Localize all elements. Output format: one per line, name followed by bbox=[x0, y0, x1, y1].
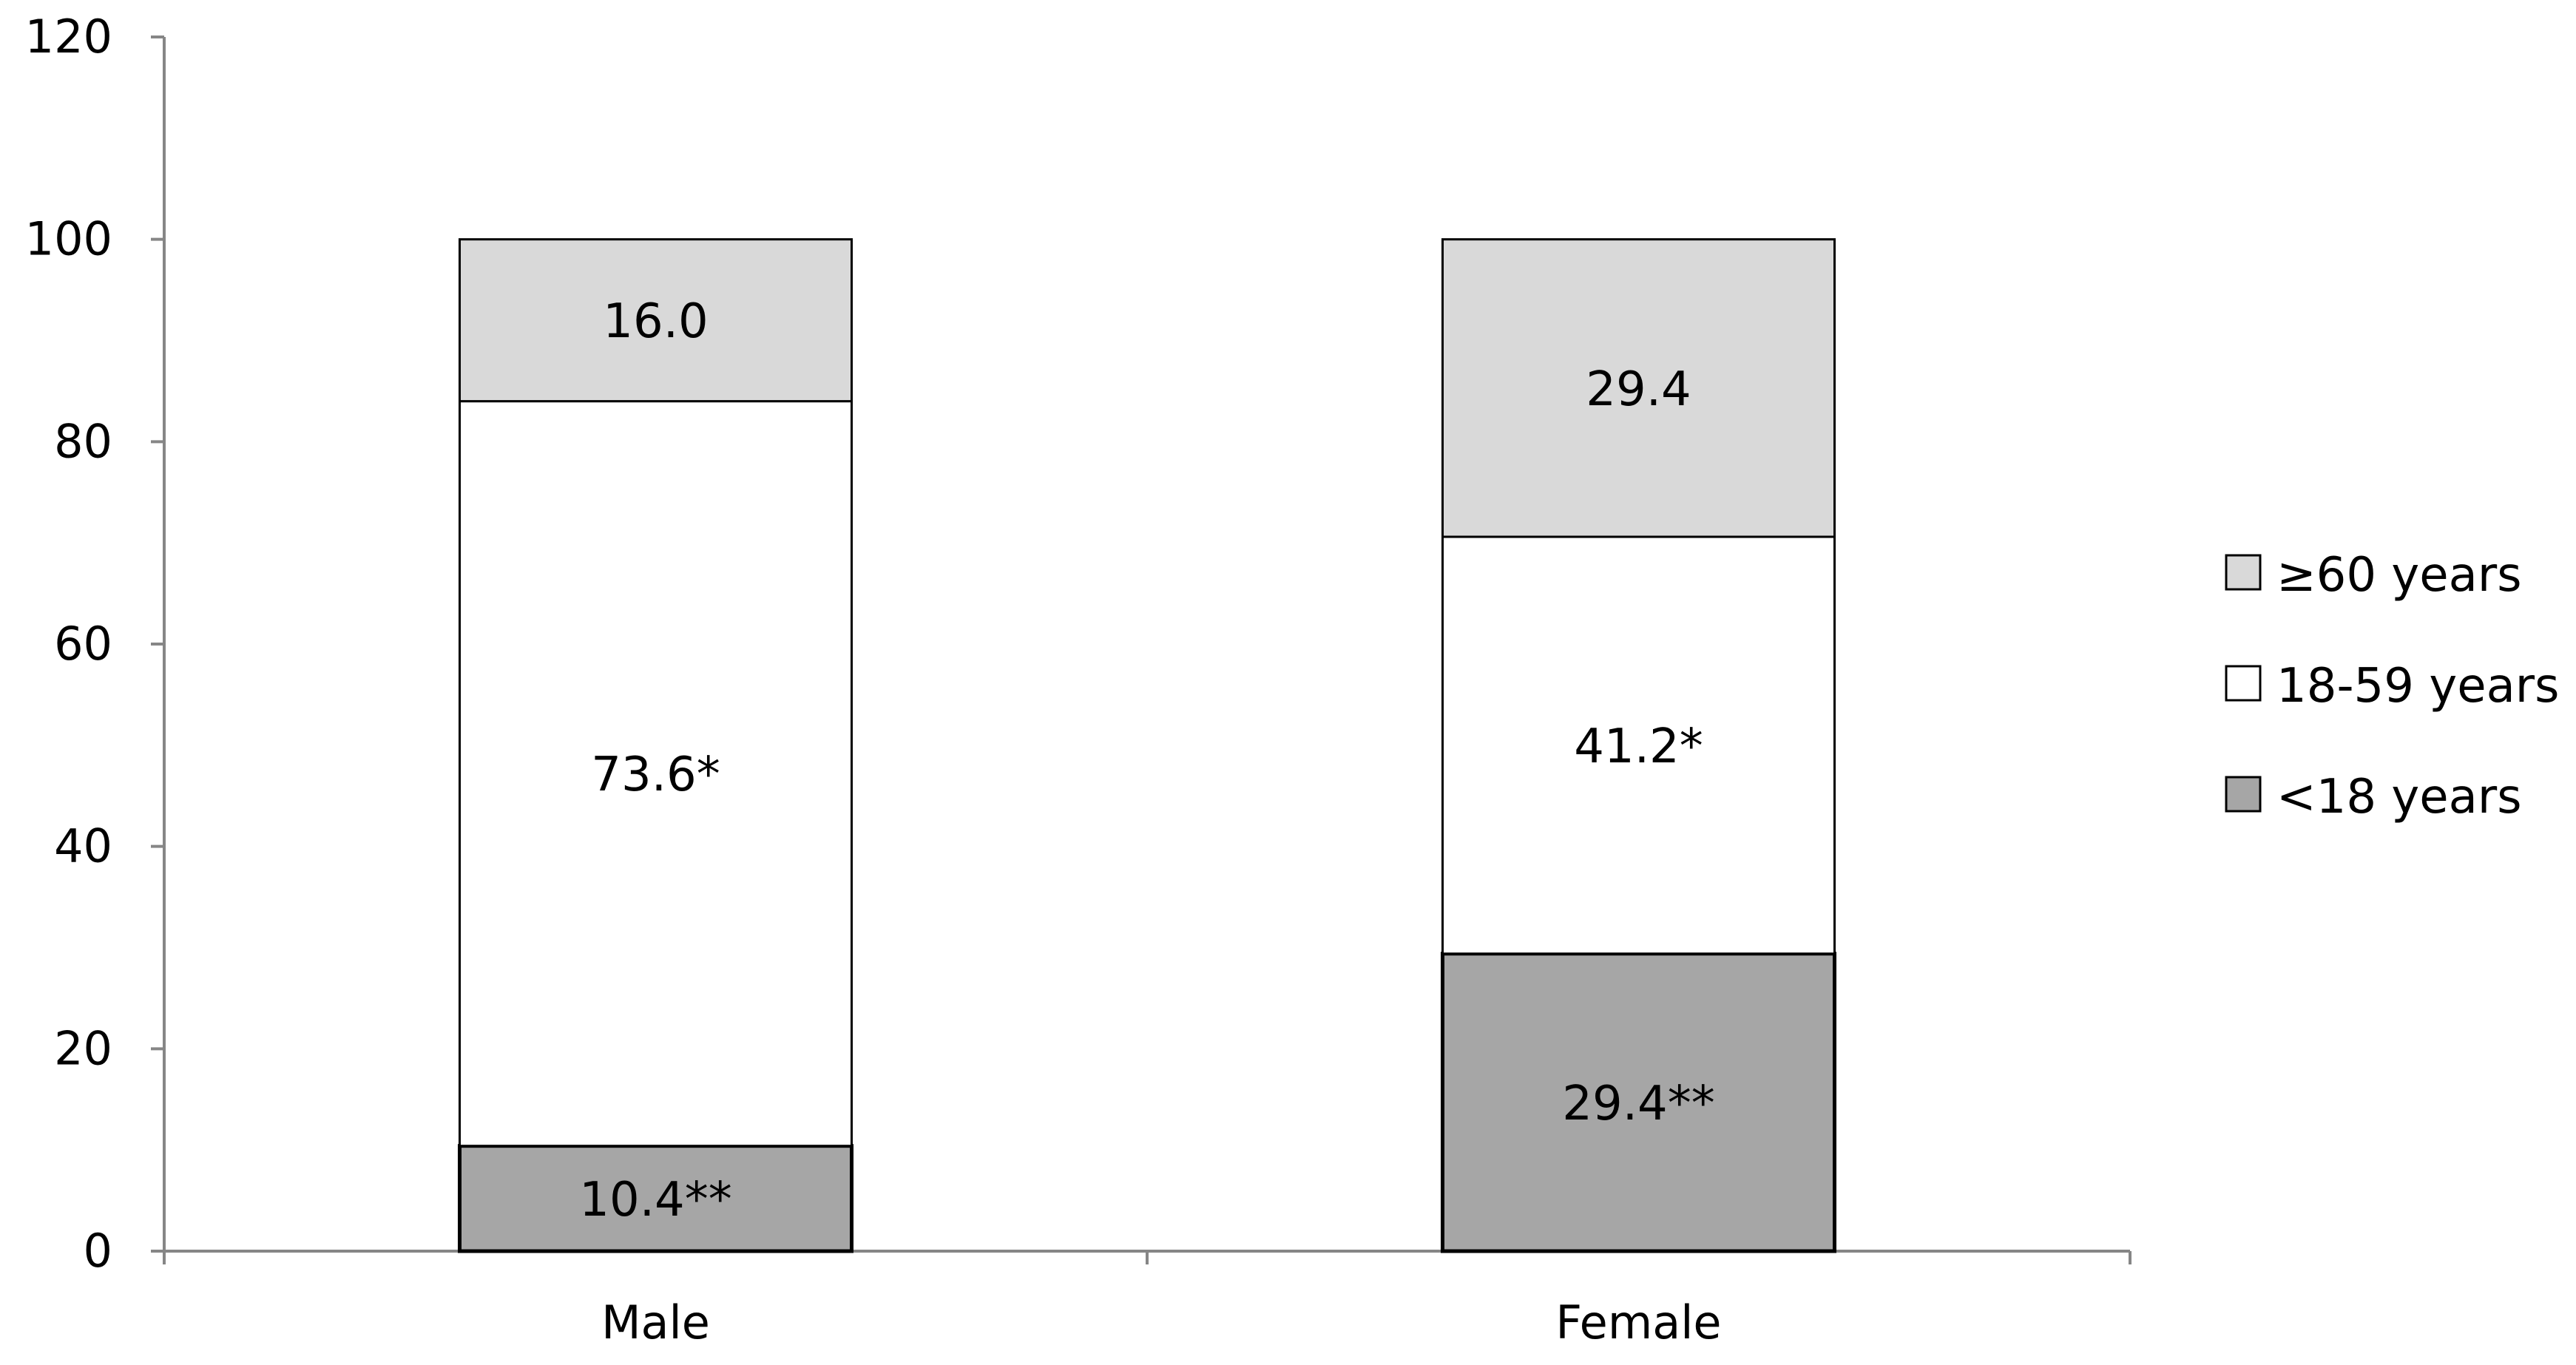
legend-label: ≥60 years bbox=[2276, 548, 2522, 603]
y-tick-label: 120 bbox=[25, 10, 112, 64]
data-label: 29.4** bbox=[1562, 1077, 1715, 1131]
bar-segment bbox=[459, 238, 853, 403]
y-tick-label: 20 bbox=[54, 1021, 112, 1075]
bar-segment bbox=[1441, 238, 1836, 538]
legend-label: <18 years bbox=[2276, 770, 2522, 824]
data-label: 10.4** bbox=[579, 1173, 732, 1227]
legend-swatch bbox=[2225, 665, 2262, 702]
y-tick-label: 60 bbox=[54, 617, 112, 671]
y-tick-label: 80 bbox=[54, 414, 112, 468]
legend-swatch bbox=[2225, 554, 2262, 591]
x-tick-label: Female bbox=[1555, 1295, 1721, 1349]
x-tick-label: Male bbox=[601, 1295, 710, 1349]
bar-segment bbox=[458, 1144, 853, 1253]
y-tick-label: 100 bbox=[25, 212, 112, 266]
data-label: 41.2* bbox=[1574, 719, 1703, 774]
data-label: 73.6* bbox=[591, 748, 720, 802]
data-label: 29.4 bbox=[1586, 362, 1691, 417]
y-tick-label: 40 bbox=[54, 819, 112, 873]
bar-segment bbox=[1441, 535, 1836, 955]
data-label: 16.0 bbox=[603, 294, 709, 349]
legend-label: 18-59 years bbox=[2276, 659, 2559, 714]
y-tick-label: 0 bbox=[84, 1224, 112, 1278]
bar-segment bbox=[459, 400, 853, 1148]
legend-swatch bbox=[2225, 776, 2262, 813]
